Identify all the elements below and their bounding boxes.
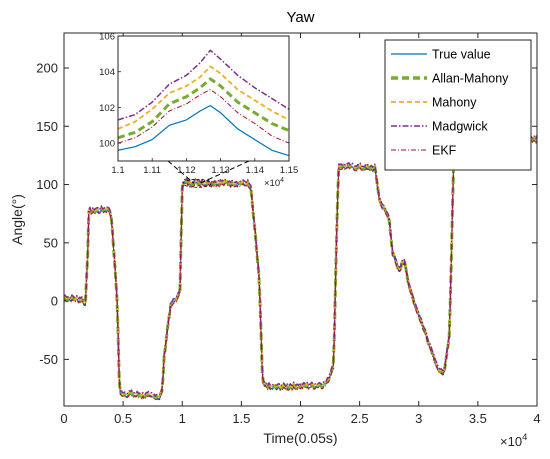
legend-label: EKF	[432, 144, 457, 158]
x-tick-label: 0.5	[114, 411, 132, 426]
y-tick-label: 200	[36, 60, 58, 75]
zoom-connector-left	[167, 160, 195, 184]
legend-label: Mahony	[432, 96, 477, 110]
inset-line-allan-mahony	[118, 77, 289, 140]
legend: True value Allan-Mahony Mahony Madgwick EKF	[384, 39, 532, 171]
inset-plot: 1.1 1.11 1.12 1.13 1.14 1.15 100 102 104 106 ×104	[99, 32, 298, 190]
y-tick-label: 0	[51, 294, 58, 309]
x-tick-label: 2	[297, 411, 304, 426]
legend-label: Madgwick	[432, 120, 488, 134]
x-multiplier: ×104	[500, 432, 527, 449]
legend-label: True value	[432, 48, 491, 62]
inset-x-tick-label: 1.12	[177, 165, 196, 176]
y-axis-label: Angle(°)	[9, 194, 25, 245]
x-tick-label: 3.5	[469, 411, 487, 426]
inset-series-lines	[118, 49, 289, 157]
inset-x-tick-label: 1.15	[280, 165, 299, 176]
zoom-region	[182, 178, 212, 188]
x-tick-label: 2.5	[351, 411, 369, 426]
inset-area	[118, 36, 289, 161]
x-tick-label: 4	[533, 411, 540, 426]
inset-y-tick-label: 106	[99, 32, 115, 43]
inset-y-tick-label: 102	[99, 103, 115, 114]
legend-box	[384, 39, 532, 171]
x-tick-label: 3	[415, 411, 422, 426]
inset-line-true-value	[118, 105, 289, 157]
x-tick-label: 1	[179, 411, 186, 426]
inset-line-mahony	[118, 65, 289, 130]
y-tick-label: -50	[39, 352, 58, 367]
y-tick-label: 150	[36, 119, 58, 134]
inset-y-tick-label: 104	[99, 67, 115, 78]
inset-frame	[117, 35, 290, 162]
x-tick-label: 1.5	[232, 411, 250, 426]
x-axis-label: Time(0.05s)	[263, 430, 337, 446]
inset-x-tick-label: 1.1	[111, 165, 124, 176]
series-line-allan-mahony	[64, 137, 537, 400]
inset-y-tick-label: 100	[99, 139, 115, 150]
y-tick-label: 100	[36, 177, 58, 192]
x-tick-label: 0	[60, 411, 67, 426]
inset-x-tick-label: 1.11	[143, 165, 161, 176]
inset-x-multiplier: ×104	[264, 177, 284, 189]
inset-line-ekf	[118, 89, 289, 144]
y-tick-label: 50	[44, 235, 58, 250]
zoom-connector-right	[199, 160, 250, 184]
chart-title: Yaw	[286, 9, 314, 26]
inset-x-tick-label: 1.13	[211, 165, 230, 176]
inset-x-tick-label: 1.14	[246, 165, 265, 176]
plot-frame	[63, 32, 538, 407]
legend-label: Allan-Mahony	[432, 72, 509, 86]
x-axis: 0 0.5 1 1.5 2 2.5 3 3.5 4	[60, 33, 541, 426]
y-axis: -50 0 50 100 150 200	[36, 60, 537, 367]
inset-line-madgwick	[118, 49, 289, 121]
